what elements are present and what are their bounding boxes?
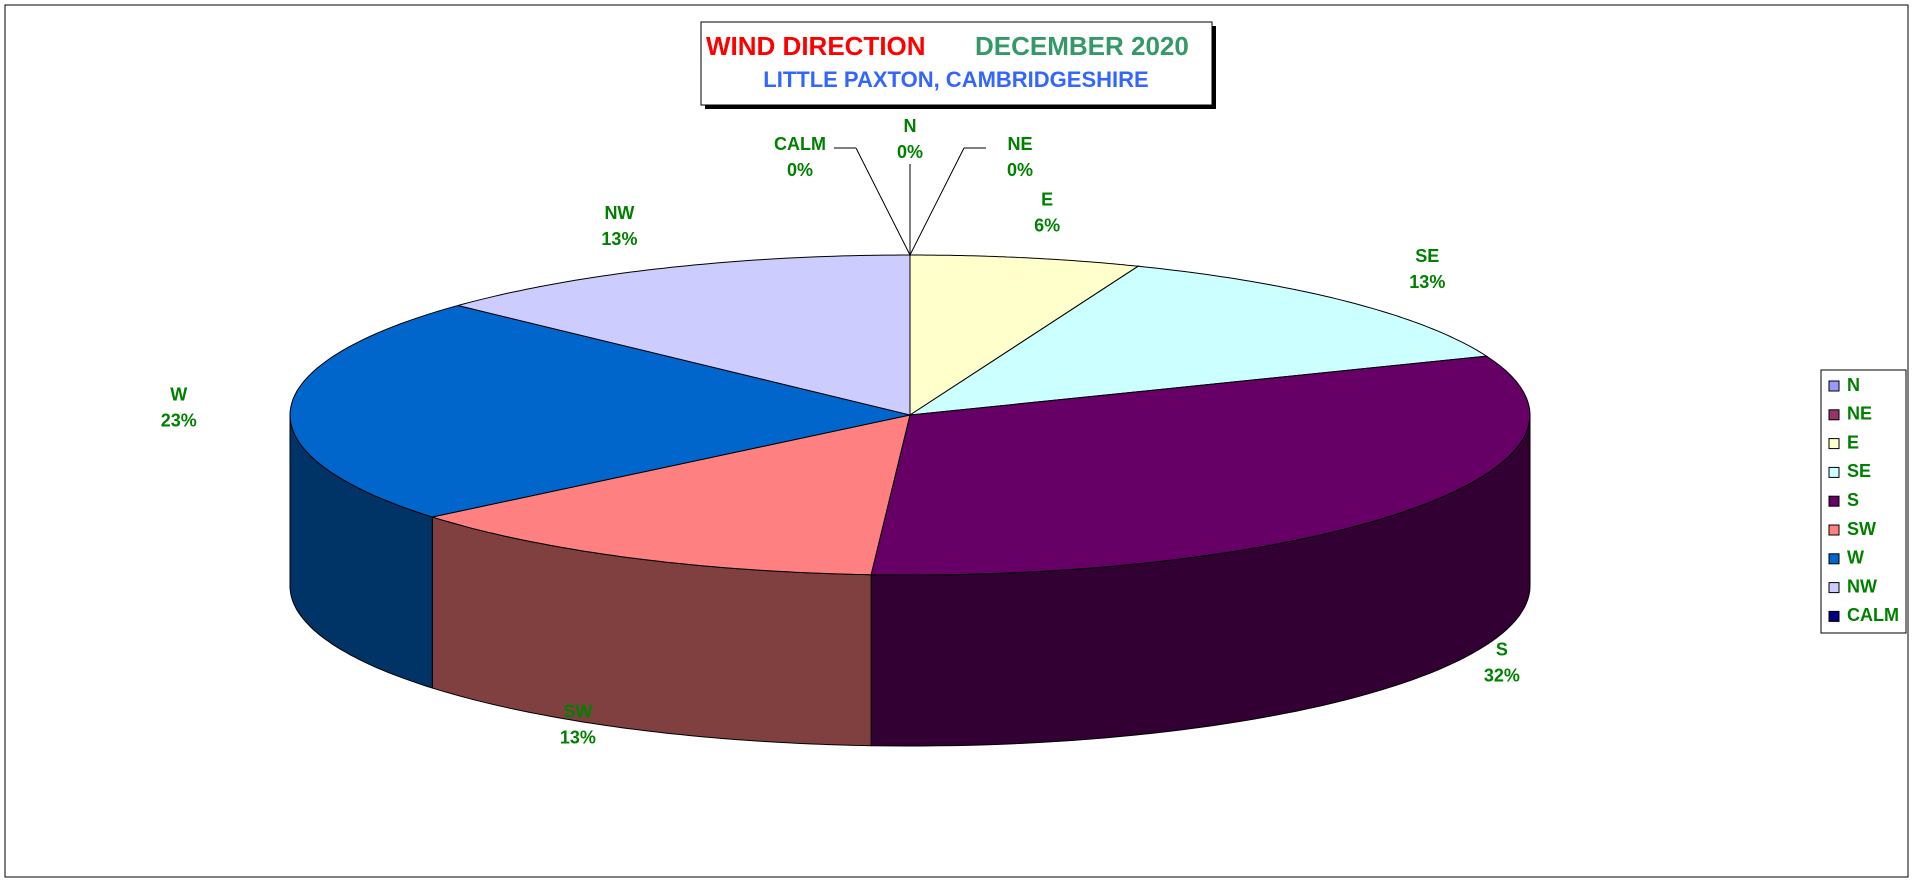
data-label-name: W (170, 384, 187, 404)
legend-label: NW (1847, 576, 1877, 596)
data-label-value: 0% (787, 160, 813, 180)
data-label-name: SE (1415, 246, 1439, 266)
title-box (700, 21, 1213, 106)
pie-slice (457, 254, 911, 416)
pie-slice (909, 265, 1489, 416)
legend-swatch (1828, 438, 1840, 450)
data-label-value: 13% (601, 229, 637, 249)
legend-swatch (1828, 553, 1840, 565)
chart-title: WIND DIRECTION (706, 31, 926, 61)
data-label-value: 32% (1484, 665, 1520, 685)
legend-label: N (1847, 375, 1860, 395)
pie-slice (870, 355, 1531, 576)
data-label-value: 13% (560, 727, 596, 747)
data-label-name: NE (1007, 134, 1032, 154)
legend-label: E (1847, 432, 1859, 452)
pie-slice (289, 304, 911, 518)
data-label-value: 0% (897, 142, 923, 162)
pie-slice (909, 254, 1140, 416)
chart-title-period: DECEMBER 2020 (975, 31, 1189, 61)
leader-line (855, 147, 911, 256)
legend-swatch (1828, 610, 1840, 622)
data-label-name: E (1041, 190, 1053, 210)
legend-label: S (1847, 490, 1859, 510)
legend-label: SW (1847, 519, 1876, 539)
data-label-name: CALM (774, 134, 826, 154)
data-label-value: 13% (1409, 272, 1445, 292)
data-label-name: S (1496, 639, 1508, 659)
data-label-name: NW (604, 203, 634, 223)
legend-label: NE (1847, 404, 1872, 424)
chart-subtitle: LITTLE PAXTON, CAMBRIDGESHIRE (763, 67, 1148, 92)
data-label-value: 0% (1007, 160, 1033, 180)
data-label-value: 23% (161, 410, 197, 430)
data-label-value: 6% (1034, 216, 1060, 236)
legend-swatch (1828, 495, 1840, 507)
pie-slice (430, 414, 911, 576)
legend-label: W (1847, 548, 1864, 568)
legend-swatch (1828, 582, 1840, 594)
legend-label: CALM (1847, 605, 1899, 625)
legend-swatch (1828, 380, 1840, 392)
data-label-name: N (904, 116, 917, 136)
data-label-name: SW (563, 701, 592, 721)
legend-swatch (1828, 466, 1840, 478)
leader-line (909, 147, 965, 256)
legend-swatch (1828, 524, 1840, 536)
legend-swatch (1828, 409, 1840, 421)
legend-label: SE (1847, 461, 1871, 481)
